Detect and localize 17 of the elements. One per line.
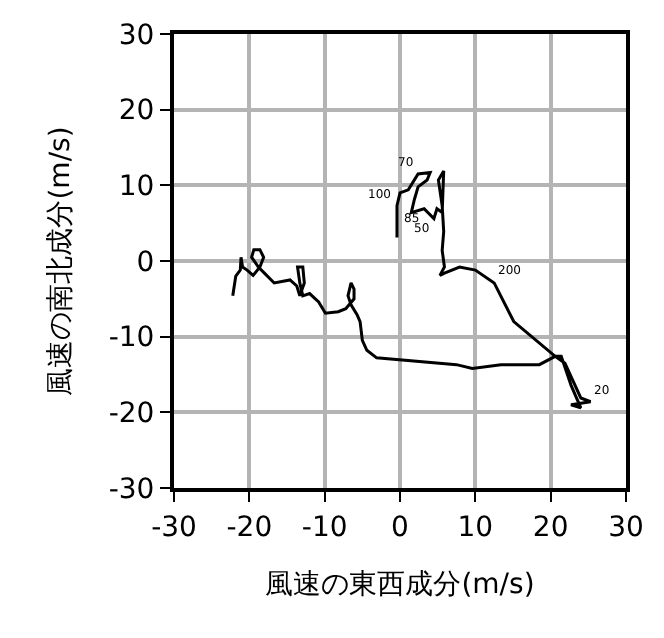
x-tick-label: -10 bbox=[301, 511, 348, 544]
y-tick-label: -20 bbox=[108, 398, 155, 431]
y-tick-label: -10 bbox=[108, 322, 155, 355]
x-tick-label: 0 bbox=[391, 511, 409, 544]
x-tick-label: -20 bbox=[226, 511, 273, 544]
y-tick-label: 0 bbox=[136, 246, 155, 279]
x-tick-label: 20 bbox=[532, 511, 569, 544]
y-tick-label: 30 bbox=[118, 19, 155, 52]
x-tick-label: 30 bbox=[608, 511, 644, 544]
x-tick-label: 10 bbox=[457, 511, 494, 544]
y-tick-label: 10 bbox=[118, 171, 155, 204]
y-tick-label: 20 bbox=[118, 95, 155, 128]
x-tick-label: -30 bbox=[151, 511, 197, 544]
y-axis-title: 風速の南北成分(m/s) bbox=[44, 126, 77, 396]
line-series bbox=[231, 169, 593, 410]
x-axis-title: 風速の東西成分(m/s) bbox=[265, 569, 535, 602]
y-tick-label: -30 bbox=[108, 473, 155, 506]
